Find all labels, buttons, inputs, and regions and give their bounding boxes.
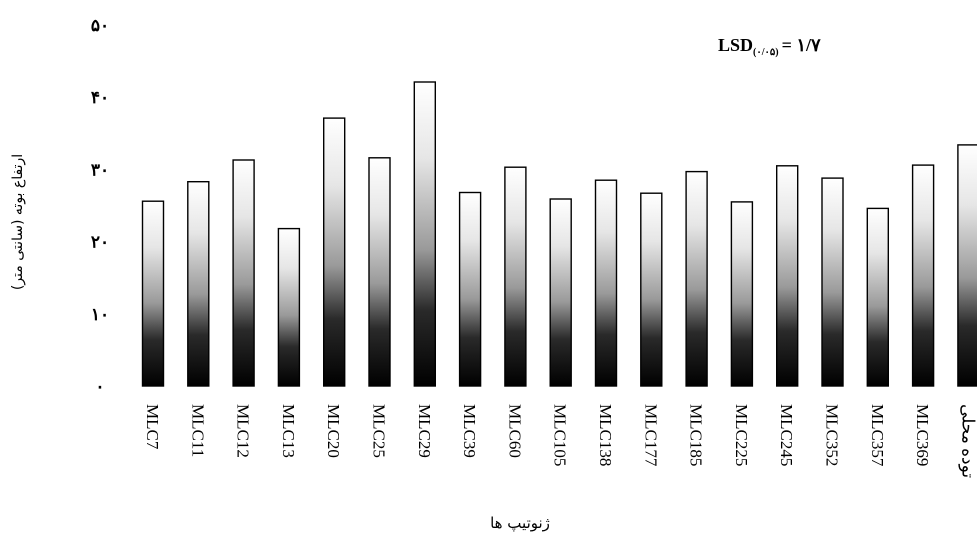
bar (232, 159, 255, 387)
x-tick-label: MLC29 (415, 404, 434, 458)
bar (368, 157, 391, 387)
x-tick-label: MLC20 (324, 404, 343, 458)
x-tick-label: MLC13 (279, 404, 298, 458)
x-tick-label: MLC185 (687, 404, 706, 466)
lsd-subscript: (۰/۰۵) (753, 47, 779, 58)
bar (187, 180, 210, 387)
bar (911, 164, 935, 387)
lsd-annotation: LSD(۰/۰۵) = ۱/۷ (718, 35, 821, 58)
y-tick-label: ۰ (95, 377, 104, 396)
bar (776, 165, 799, 387)
bar (413, 81, 436, 387)
bar (277, 227, 301, 387)
bar (866, 207, 889, 387)
bar (549, 198, 572, 387)
x-tick-label: MLC245 (777, 404, 796, 466)
x-tick-label: MLC357 (868, 404, 887, 467)
bar (141, 200, 165, 387)
bar (821, 177, 844, 387)
bar (323, 117, 346, 387)
y-tick-label: ۲۰ (91, 233, 109, 252)
bar (640, 192, 663, 387)
y-tick-label: ۵۰ (91, 16, 109, 35)
bar (504, 166, 527, 387)
y-tick-label: ۱۰ (91, 305, 109, 324)
x-tick-label: MLC352 (823, 404, 842, 466)
y-axis-label: ارتفاع بوته (سانتی متر) (10, 154, 26, 290)
bar (730, 201, 754, 387)
x-tick-label: MLC25 (370, 404, 389, 458)
y-tick-label: ۴۰ (91, 88, 109, 107)
x-tick-label: MLC60 (505, 404, 524, 458)
bar (458, 191, 482, 387)
x-tick-label: MLC12 (234, 404, 253, 458)
x-tick-label: MLC138 (596, 404, 615, 466)
x-tick-label: MLC105 (551, 404, 570, 466)
x-tick-label: MLC11 (188, 404, 207, 457)
x-axis-label: ژنوتیپ ها (490, 514, 550, 533)
x-tick-label: MLC7 (143, 404, 162, 450)
bar (957, 144, 977, 387)
x-tick-label: توده محلی (957, 404, 977, 478)
y-axis-ticks: ۰ ۱۰ ۲۰ ۳۰ ۴۰ ۵۰ (91, 16, 109, 396)
bar (685, 170, 708, 387)
x-axis-category-labels: MLC7 MLC11 MLC12 MLC13 MLC20 MLC25 MLC29 MLC39 M… (143, 404, 977, 478)
bars (141, 81, 977, 387)
x-tick-label: MLC225 (732, 404, 751, 466)
bar (594, 179, 618, 387)
x-tick-label: MLC39 (460, 404, 479, 458)
y-tick-label: ۳۰ (91, 160, 109, 179)
x-tick-label: MLC369 (913, 404, 932, 466)
lsd-label: LSD (718, 35, 753, 55)
x-tick-label: MLC177 (641, 404, 660, 467)
lsd-value: = ۱/۷ (782, 35, 821, 55)
